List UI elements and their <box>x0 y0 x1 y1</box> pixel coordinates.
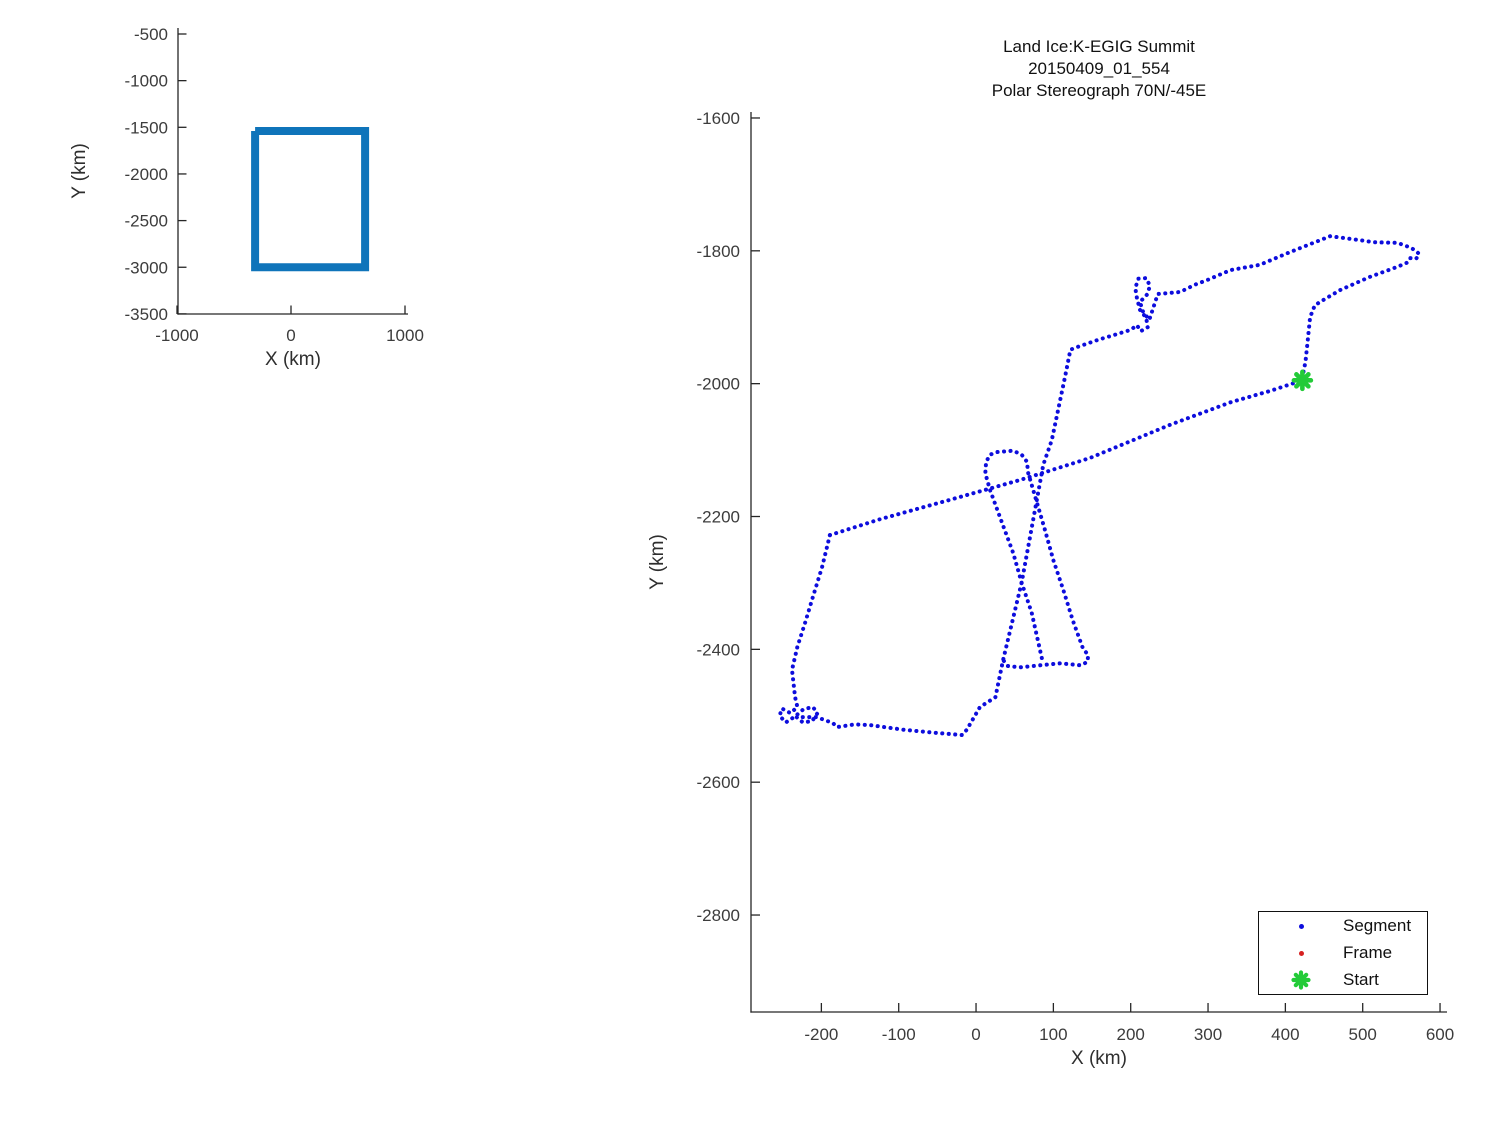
main-x-tick-label: 400 <box>1271 1025 1299 1044</box>
main-x-tick-label: 100 <box>1039 1025 1067 1044</box>
main-chart-title: Land Ice:K-EGIG Summit 20150409_01_554 P… <box>751 36 1447 102</box>
overview-x-axis-label: X (km) <box>265 349 321 370</box>
main-y-tick-label: -2000 <box>697 375 740 394</box>
coverage-outline <box>251 127 370 272</box>
overview-y-tick-label: -1500 <box>125 118 168 137</box>
legend-frame-label: Frame <box>1343 943 1393 962</box>
overview-y-tick-label: -2500 <box>125 212 168 231</box>
overview-y-tick-label: -3000 <box>125 258 168 277</box>
legend-item-segment: Segment <box>1259 913 1427 939</box>
main-x-tick-label: 600 <box>1426 1025 1454 1044</box>
overview-y-tick-label: -3500 <box>125 305 168 324</box>
segment-track-transit <box>827 378 1305 538</box>
main-x-tick-label: 500 <box>1349 1025 1377 1044</box>
legend-segment-dot <box>1298 923 1304 929</box>
main-y-tick-label: -2600 <box>697 773 740 792</box>
main-x-tick-label: -200 <box>804 1025 838 1044</box>
main-y-tick-label: -2200 <box>697 508 740 527</box>
legend-segment-label: Segment <box>1343 916 1412 935</box>
main-y-tick-label: -2400 <box>697 640 740 659</box>
legend-item-start: Start <box>1259 967 1427 993</box>
segment-track-racetrack <box>983 448 1091 670</box>
legend-start-label: Start <box>1343 970 1379 989</box>
legend: Segment Frame Start <box>1258 911 1428 995</box>
title-line-3: Polar Stereograph 70N/-45E <box>991 81 1207 100</box>
legend-frame-dot <box>1298 950 1304 956</box>
overview-x-tick-label: 1000 <box>386 326 424 345</box>
legend-item-frame: Frame <box>1259 940 1427 966</box>
start-marker-center <box>1298 376 1306 384</box>
frame-dot-icon <box>1259 950 1343 956</box>
overview-y-tick-label: -500 <box>134 25 168 44</box>
overview-x-tick-label: -1000 <box>155 326 198 345</box>
main-y-axis-label: Y (km) <box>647 534 668 590</box>
start-star-icon <box>1259 970 1343 990</box>
main-x-tick-label: 0 <box>971 1025 980 1044</box>
main-x-axis-label: X (km) <box>1071 1048 1127 1069</box>
main-y-tick-label: -1800 <box>697 242 740 261</box>
overview-y-axis-label: Y (km) <box>69 143 90 199</box>
main-y-tick-label: -2800 <box>697 906 740 925</box>
main-x-tick-label: -100 <box>882 1025 916 1044</box>
overview-x-tick-label: 0 <box>286 326 295 345</box>
title-line-1: Land Ice:K-EGIG Summit <box>1003 37 1195 56</box>
overview-y-tick-label: -2000 <box>125 165 168 184</box>
overview-y-tick-label: -1000 <box>125 72 168 91</box>
segment-track-grand-tour <box>777 234 1422 737</box>
title-line-2: 20150409_01_554 <box>1028 59 1170 78</box>
segment-dot-icon <box>1259 923 1343 929</box>
legend-start-star <box>1291 970 1311 990</box>
main-x-tick-label: 200 <box>1117 1025 1145 1044</box>
main-x-tick-label: 300 <box>1194 1025 1222 1044</box>
main-y-tick-label: -1600 <box>697 109 740 128</box>
